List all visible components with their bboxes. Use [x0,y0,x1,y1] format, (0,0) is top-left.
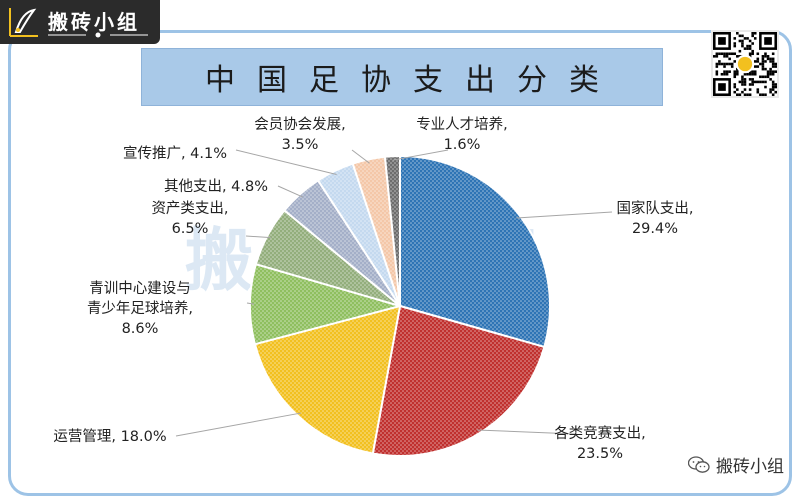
pie-slice [371,304,546,457]
slice-label: 国家队支出, 29.4% [616,200,693,237]
leader-line [246,302,255,305]
slice-label: 宣传推广, 4.1% [123,145,227,162]
leader-line [245,235,272,239]
footer-brand-name: 搬砖小组 [716,457,784,477]
slice-label: 资产类支出, 6.5% [151,200,228,237]
pie-slices [249,154,551,457]
pie-slice [383,154,401,307]
leader-line [392,149,449,161]
slice-label: 专业人才培养, 1.6% [416,116,508,153]
brand-name: 搬砖小组 [48,10,140,34]
leader-line [477,429,576,435]
slice-labels: 国家队支出, 29.4% 各类竞赛支出, 23.5% 运营管理, 18.0% 青训中心建设… [53,116,693,462]
shovel-logo-icon [9,8,38,37]
leader-line [277,185,303,198]
leader-line [516,211,613,219]
leader-line [175,412,301,437]
slice-label: 各类竞赛支出, 23.5% [554,424,646,462]
leader-lines [175,149,613,437]
wechat-icon [688,455,710,473]
pie-slice [253,304,402,455]
leader-line [235,149,337,175]
brand-divider [48,32,148,38]
slice-label: 会员协会发展, 3.5% [254,116,346,153]
title-banner: 中国足协支出分类 [141,48,663,106]
slice-label: 其他支出, 4.8% [164,178,268,195]
slice-label: 运营管理, 18.0% [53,428,166,445]
slice-label: 青训中心建设与青少年足球培养, 8.6% [87,280,193,337]
qr-code-icon [711,30,779,98]
brand-logo: 搬砖小组 [0,0,160,44]
footer-brand: 搬砖小组 [688,452,784,477]
chart-title: 中国足协支出分类 [205,63,621,98]
leader-line [351,149,370,164]
pie-slice [399,154,551,349]
